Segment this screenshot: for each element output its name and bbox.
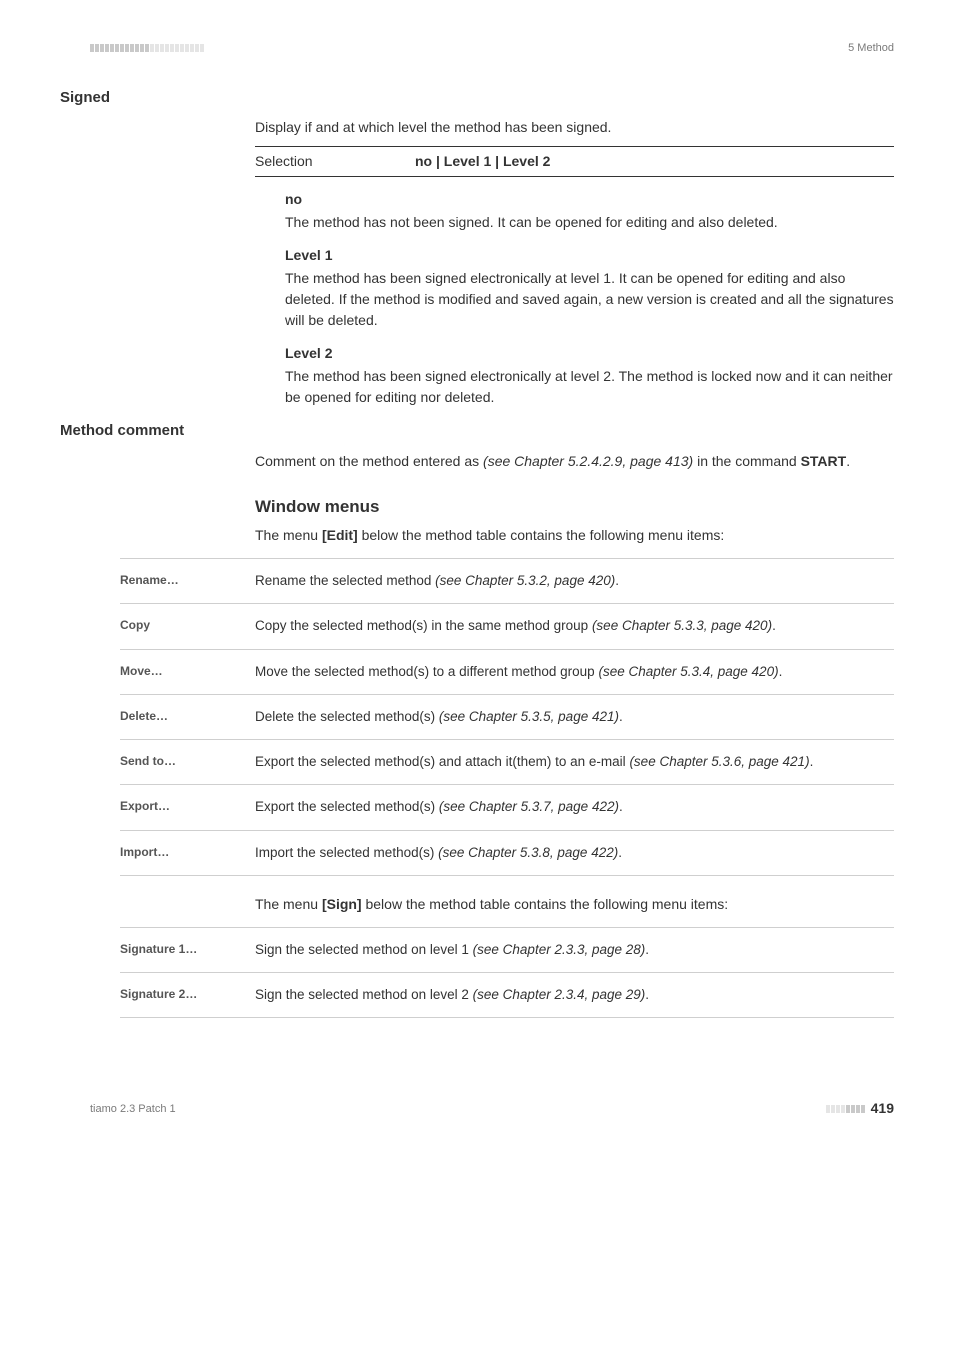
menu-key: Rename… <box>120 571 255 591</box>
menu-key: Send to… <box>120 752 255 772</box>
sign-menu-intro: The menu [Sign] below the method table c… <box>255 894 894 915</box>
menu-row-copy: Copy Copy the selected method(s) in the … <box>120 603 894 648</box>
header-ticks <box>90 44 204 52</box>
sign-intro-pre: The menu <box>255 896 322 912</box>
menu-desc: Import the selected method(s) (see Chapt… <box>255 843 894 863</box>
signed-option-level1: Level 1 The method has been signed elect… <box>285 245 894 331</box>
sign-intro-post: below the method table contains the foll… <box>362 896 729 912</box>
signed-option-head: Level 2 <box>285 343 894 364</box>
menu-row-send-to: Send to… Export the selected method(s) a… <box>120 739 894 784</box>
mc-post: in the command <box>693 453 800 469</box>
menu-row-export: Export… Export the selected method(s) (s… <box>120 784 894 829</box>
menu-desc: Rename the selected method (see Chapter … <box>255 571 894 591</box>
menu-key: Delete… <box>120 707 255 727</box>
header-chapter: 5 Method <box>848 40 894 57</box>
menu-desc: Move the selected method(s) to a differe… <box>255 662 894 682</box>
edit-intro-pre: The menu <box>255 527 322 543</box>
edit-intro-post: below the method table contains the foll… <box>358 527 725 543</box>
mc-bold: START <box>801 453 847 469</box>
signed-intro: Display if and at which level the method… <box>255 117 894 138</box>
menu-key: Copy <box>120 616 255 636</box>
mc-end: . <box>846 453 850 469</box>
edit-intro-bold: [Edit] <box>322 527 358 543</box>
menu-desc: Sign the selected method on level 2 (see… <box>255 985 894 1005</box>
sign-intro-bold: [Sign] <box>322 896 362 912</box>
menu-row-signature2: Signature 2… Sign the selected method on… <box>120 972 894 1018</box>
menu-desc: Export the selected method(s) (see Chapt… <box>255 797 894 817</box>
menu-key: Export… <box>120 797 255 817</box>
edit-menu-intro: The menu [Edit] below the method table c… <box>255 525 894 546</box>
signed-option-body: The method has been signed electronicall… <box>285 268 894 331</box>
edit-menu-table: Rename… Rename the selected method (see … <box>120 558 894 876</box>
menu-key: Move… <box>120 662 255 682</box>
sign-menu-table: Signature 1… Sign the selected method on… <box>120 927 894 1019</box>
page-header: 5 Method <box>90 40 894 57</box>
menu-key: Signature 2… <box>120 985 255 1005</box>
footer-ticks <box>826 1105 865 1113</box>
signed-option-body: The method has been signed electronicall… <box>285 366 894 408</box>
method-comment-heading: Method comment <box>60 420 894 443</box>
signed-option-body: The method has not been signed. It can b… <box>285 212 894 233</box>
menu-row-rename: Rename… Rename the selected method (see … <box>120 558 894 603</box>
signed-option-head: no <box>285 189 894 210</box>
menu-key: Signature 1… <box>120 940 255 960</box>
menu-desc: Export the selected method(s) and attach… <box>255 752 894 772</box>
menu-row-signature1: Signature 1… Sign the selected method on… <box>120 927 894 972</box>
window-menus-heading: Window menus <box>255 494 894 520</box>
menu-desc: Delete the selected method(s) (see Chapt… <box>255 707 894 727</box>
mc-ital: (see Chapter 5.2.4.2.9, page 413) <box>483 453 693 469</box>
page-footer: tiamo 2.3 Patch 1 419 <box>90 1098 894 1119</box>
footer-product: tiamo 2.3 Patch 1 <box>90 1101 176 1118</box>
signed-selection-row: Selection no | Level 1 | Level 2 <box>255 146 894 177</box>
footer-page-number: 419 <box>871 1098 894 1119</box>
menu-key: Import… <box>120 843 255 863</box>
signed-option-no: no The method has not been signed. It ca… <box>285 189 894 233</box>
method-comment-body: Comment on the method entered as (see Ch… <box>255 451 894 472</box>
signed-option-head: Level 1 <box>285 245 894 266</box>
signed-heading: Signed <box>60 87 894 110</box>
menu-desc: Sign the selected method on level 1 (see… <box>255 940 894 960</box>
menu-row-delete: Delete… Delete the selected method(s) (s… <box>120 694 894 739</box>
menu-row-import: Import… Import the selected method(s) (s… <box>120 830 894 876</box>
mc-pre: Comment on the method entered as <box>255 453 483 469</box>
selection-label: Selection <box>255 151 415 172</box>
signed-option-level2: Level 2 The method has been signed elect… <box>285 343 894 408</box>
selection-value: no | Level 1 | Level 2 <box>415 151 550 172</box>
menu-desc: Copy the selected method(s) in the same … <box>255 616 894 636</box>
menu-row-move: Move… Move the selected method(s) to a d… <box>120 649 894 694</box>
